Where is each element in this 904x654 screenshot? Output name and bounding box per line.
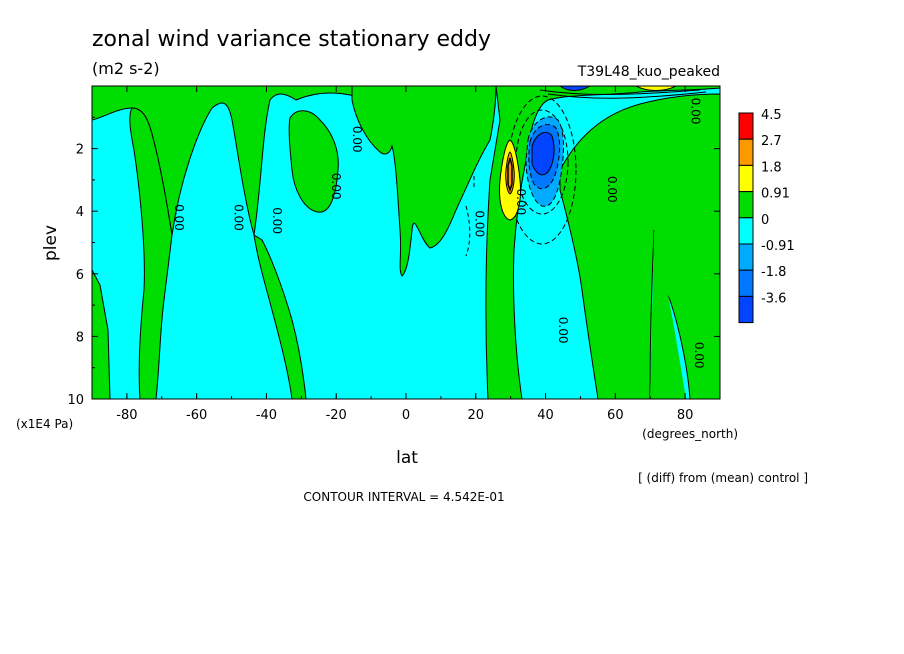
- contour-label-group: 0.00: [605, 176, 619, 203]
- green-region-southern: [650, 230, 686, 399]
- contour-label-group: 0.00: [556, 317, 570, 344]
- chart-units: (m2 s-2): [92, 59, 160, 78]
- contour-label-group: 0.00: [689, 98, 703, 125]
- x-axis: -80 -60 -40 -20 0 20 40 60 80: [116, 86, 693, 423]
- y-axis-label: plev: [41, 225, 61, 261]
- contour-label: 0.00: [350, 126, 364, 153]
- x-tick-label: -40: [256, 408, 277, 423]
- neg-contour-small: [465, 205, 471, 257]
- x-tick-label: 60: [607, 408, 624, 423]
- contour-label: 0.00: [270, 207, 284, 234]
- diff-note: [ (diff) from (mean) control ]: [638, 471, 808, 485]
- pos-contour-inner: [507, 157, 513, 193]
- contour-label-group: 0.00: [472, 210, 486, 237]
- contour-label-group: 0.00: [232, 204, 246, 231]
- y-tick-label: 10: [67, 393, 84, 408]
- x-axis-label: lat: [396, 448, 418, 468]
- green-region-far-left: [92, 269, 111, 399]
- y-tick-label: 8: [76, 330, 84, 345]
- colorbar-swatch: [738, 243, 754, 271]
- run-name: T39L48_kuo_peaked: [577, 64, 720, 80]
- x-tick-label: 80: [677, 408, 694, 423]
- colorbar-swatch: [738, 191, 754, 219]
- colorbar-swatch: [738, 269, 754, 297]
- contour-label-group: 0.00: [329, 173, 343, 200]
- green-region-plume-45s: [253, 233, 307, 399]
- contour-label-group: 0.00: [172, 204, 186, 231]
- colorbar-swatch: [738, 164, 754, 193]
- neg-region-3: [531, 131, 555, 176]
- colorbar-swatch: [738, 295, 754, 324]
- colorbar-label: 2.7: [761, 134, 782, 149]
- contour-label-group: 0.00: [350, 126, 364, 153]
- green-region-top-center: [351, 86, 497, 277]
- contour-label: 0.00: [232, 204, 246, 231]
- chart-title: zonal wind variance stationary eddy: [92, 27, 491, 52]
- plot-area: 0.00 0.00 0.00 0.00 0.00 0.00 0.00 0.00 0.00 0.00…: [91, 85, 721, 400]
- neg-contour-outer: [507, 95, 577, 245]
- colorbar-label: -3.6: [761, 291, 786, 306]
- contour-label: 0.00: [172, 204, 186, 231]
- x-tick-label: -60: [186, 408, 207, 423]
- x-tick-label: 40: [537, 408, 554, 423]
- contour-label-group: 0.00: [270, 207, 284, 234]
- colorbar-label: -1.8: [761, 265, 786, 280]
- colorbar-label: 0: [761, 213, 769, 228]
- x-tick-label: 0: [402, 408, 410, 423]
- y-tick-label: 4: [76, 205, 84, 220]
- y-tick-label: 2: [76, 143, 84, 158]
- contour-label: 0.00: [689, 98, 703, 125]
- contour-label: 0.00: [692, 342, 706, 369]
- colorbar-label: -0.91: [761, 239, 795, 254]
- y-axis: 2 4 6 8 10: [67, 116, 720, 408]
- x-tick-label: 20: [468, 408, 485, 423]
- contour-label-group: 0.00: [692, 342, 706, 369]
- y-tick-label: 6: [76, 268, 84, 283]
- colorbar: 4.5 2.7 1.8 0.91 0 -0.91 -1.8 -3.6: [738, 108, 795, 324]
- contour-label: 0.00: [514, 188, 528, 215]
- neg-contour-mid: [515, 109, 569, 215]
- x-tick-label: -80: [116, 408, 137, 423]
- y-unit-label: (x1E4 Pa): [16, 417, 73, 431]
- colorbar-label: 4.5: [761, 108, 782, 123]
- colorbar-swatch: [738, 112, 754, 140]
- contour-label: 0.00: [329, 173, 343, 200]
- colorbar-swatch: [738, 217, 754, 245]
- green-region-blob-25s: [288, 110, 339, 213]
- x-tick-label: -20: [326, 408, 347, 423]
- colorbar-label: 0.91: [761, 187, 790, 202]
- contour-label: 0.00: [605, 176, 619, 203]
- contour-labels: 0.00 0.00 0.00 0.00 0.00 0.00 0.00 0.00 0.00 0.00…: [172, 98, 706, 369]
- colorbar-label: 1.8: [761, 160, 782, 175]
- contour-label-group: 0.00: [514, 188, 528, 215]
- colorbar-swatch: [738, 138, 754, 166]
- contour-interval: CONTOUR INTERVAL = 4.542E-01: [303, 490, 504, 504]
- contour-label: 0.00: [556, 317, 570, 344]
- x-unit-label: (degrees_north): [642, 427, 738, 441]
- contour-label: 0.00: [472, 210, 486, 237]
- top-strat-lines: [539, 89, 707, 99]
